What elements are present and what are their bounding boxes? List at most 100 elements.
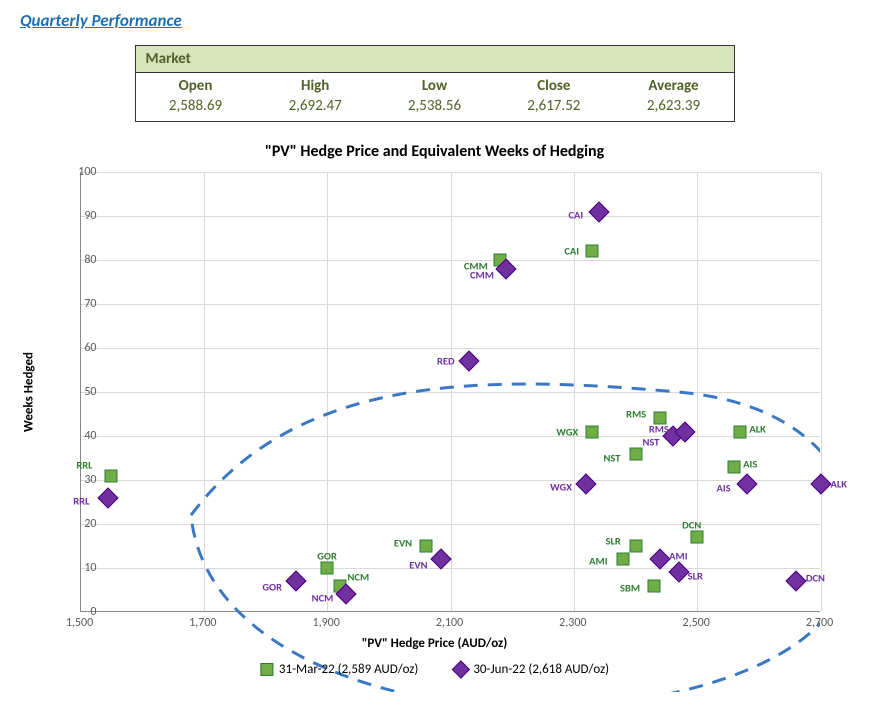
point-label: EVN [394, 537, 412, 550]
col-open: Open [135, 73, 255, 98]
col-high: High [255, 73, 374, 98]
point-label: NST [604, 451, 621, 464]
point-label: RRL [76, 458, 92, 471]
data-point [586, 245, 599, 258]
gridline-v [697, 172, 698, 611]
point-label: ALK [749, 422, 766, 435]
chart-legend: 31-Mar-22 (2,589 AUD/oz) 30-Jun-22 (2,61… [260, 662, 609, 677]
point-label: GOR [317, 550, 337, 563]
gridline-v [451, 172, 452, 611]
hedge-chart: "PV" Hedge Price and Equivalent Weeks of… [25, 142, 845, 702]
data-point [629, 447, 642, 460]
y-tick: 100 [78, 165, 96, 179]
point-label: RMS [649, 422, 669, 435]
point-label: SLR [606, 535, 621, 548]
x-tick: 1,500 [66, 616, 93, 630]
data-point [728, 460, 741, 473]
market-values-row: 2,588.69 2,692.47 2,538.56 2,617.52 2,62… [135, 97, 734, 122]
data-point [458, 351, 479, 372]
x-tick: 2,300 [559, 616, 586, 630]
data-point [431, 549, 452, 570]
point-label: WGX [556, 425, 578, 438]
y-tick: 40 [84, 429, 96, 443]
y-tick: 70 [84, 297, 96, 311]
point-label: CAI [569, 208, 584, 221]
col-low: Low [375, 73, 494, 98]
point-label: SLR [688, 570, 703, 583]
data-point [650, 549, 671, 570]
data-point [629, 540, 642, 553]
point-label: RED [437, 355, 455, 368]
point-label: SBM [620, 581, 640, 594]
data-point [736, 474, 757, 495]
data-point [810, 474, 831, 495]
data-point [586, 425, 599, 438]
point-label: AIS [717, 482, 731, 495]
plot-area: RRLGORNCMEVNCMMCAIWGXNSTSLRAMISBMRMSDCNA… [80, 172, 820, 612]
y-tick: 90 [84, 209, 96, 223]
legend-label-mar: 31-Mar-22 (2,589 AUD/oz) [279, 662, 418, 677]
point-label: ALK [831, 478, 848, 491]
x-tick: 1,700 [189, 616, 216, 630]
gridline-v [821, 172, 822, 611]
data-point [734, 425, 747, 438]
diamond-marker-icon [452, 660, 470, 678]
point-label: NST [643, 436, 660, 449]
y-tick: 50 [84, 385, 96, 399]
val-open: 2,588.69 [135, 97, 255, 122]
col-close: Close [494, 73, 613, 98]
point-label: EVN [409, 559, 427, 572]
gridline-v [204, 172, 205, 611]
gridline-v [327, 172, 328, 611]
x-tick: 1,900 [312, 616, 339, 630]
market-columns-row: Open High Low Close Average [135, 73, 734, 98]
x-tick: 2,700 [806, 616, 833, 630]
point-label: WGX [550, 481, 572, 494]
point-label: NCM [312, 592, 334, 605]
point-label: NCM [348, 570, 370, 583]
legend-item-mar: 31-Mar-22 (2,589 AUD/oz) [260, 662, 418, 677]
x-axis-label: "PV" Hedge Price (AUD/oz) [362, 636, 508, 651]
point-label: AMI [589, 555, 607, 568]
data-point [648, 579, 661, 592]
y-tick: 10 [84, 561, 96, 575]
data-point [576, 474, 597, 495]
market-header: Market [135, 46, 734, 73]
col-average: Average [614, 73, 735, 98]
x-tick: 2,100 [436, 616, 463, 630]
x-tick: 2,500 [682, 616, 709, 630]
val-close: 2,617.52 [494, 97, 613, 122]
data-point [105, 469, 118, 482]
data-point [588, 201, 609, 222]
point-label: CAI [564, 245, 579, 258]
point-label: GOR [262, 581, 282, 594]
legend-item-jun: 30-Jun-22 (2,618 AUD/oz) [454, 662, 609, 677]
point-label: CMM [470, 268, 494, 281]
y-tick: 60 [84, 341, 96, 355]
y-tick: 30 [84, 473, 96, 487]
point-label: DCN [682, 519, 701, 532]
point-label: AIS [743, 457, 757, 470]
val-average: 2,623.39 [614, 97, 735, 122]
y-tick: 20 [84, 517, 96, 531]
data-point [785, 571, 806, 592]
point-label: DCN [806, 572, 825, 585]
point-label: RMS [626, 408, 646, 421]
market-table: Market Open High Low Close Average 2,588… [135, 45, 735, 122]
data-point [98, 487, 119, 508]
data-point [419, 540, 432, 553]
y-tick: 80 [84, 253, 96, 267]
data-point [321, 562, 334, 575]
data-point [617, 553, 630, 566]
val-low: 2,538.56 [375, 97, 494, 122]
gridline-v [574, 172, 575, 611]
val-high: 2,692.47 [255, 97, 374, 122]
data-point [691, 531, 704, 544]
chart-title: "PV" Hedge Price and Equivalent Weeks of… [25, 142, 845, 161]
point-label: RRL [73, 494, 89, 507]
square-marker-icon [260, 663, 273, 676]
legend-label-jun: 30-Jun-22 (2,618 AUD/oz) [473, 662, 609, 677]
y-axis-label: Weeks Hedged [21, 352, 36, 432]
data-point [286, 571, 307, 592]
section-title: Quarterly Performance [20, 10, 849, 31]
